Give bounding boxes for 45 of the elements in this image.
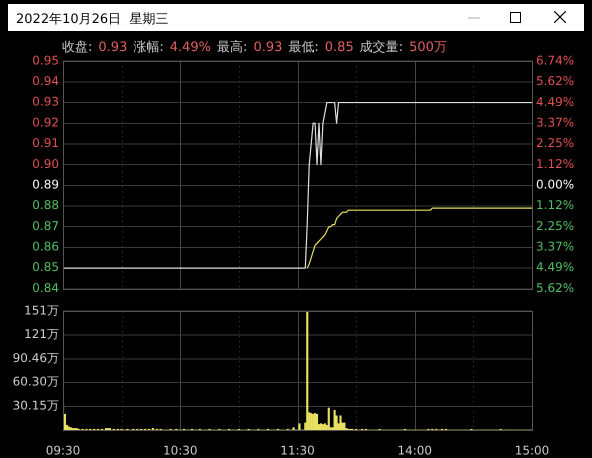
y-tick-label: 121万 <box>24 326 59 341</box>
y2-tick-label: 4.49% <box>536 94 574 109</box>
y-tick-label: 0.91 <box>32 136 59 150</box>
text: 收盘: <box>62 40 92 55</box>
y-tick-label: 0.90 <box>32 156 59 171</box>
y-tick-label: 0.95 <box>32 53 59 68</box>
y2-tick-label: 1.12% <box>536 156 574 171</box>
y2-tick-label: 3.37% <box>536 239 574 254</box>
text: 4.49% <box>170 40 212 55</box>
y-tick-label: 0.84 <box>32 280 59 295</box>
y-tick-label: 0.89 <box>32 177 59 192</box>
text: 500万 <box>409 40 447 55</box>
y2-tick-label: 3.37% <box>536 115 574 130</box>
text: 涨幅: <box>133 40 164 55</box>
y2-tick-label: 4.49% <box>536 260 574 274</box>
x-tick-label: 11:30 <box>280 443 315 458</box>
y2-tick-label: 1.12% <box>536 198 574 212</box>
y2-tick-label: 5.62% <box>536 74 574 88</box>
y-tick-label: 0.88 <box>32 198 59 212</box>
text: 0.85 <box>324 40 354 55</box>
y-tick-label: 0.93 <box>32 94 59 109</box>
y2-tick-label: 0.00% <box>536 177 574 192</box>
y-tick-label: 0.94 <box>32 74 59 88</box>
y-tick-label: 0.85 <box>32 260 59 274</box>
y2-tick-label: 2.25% <box>536 218 574 233</box>
y2-tick-label: 6.74% <box>536 53 574 68</box>
text: 最低: <box>288 40 319 55</box>
y-tick-label: 90.46万 <box>12 350 59 365</box>
x-tick-label: 15:00 <box>514 443 550 458</box>
y-tick-label: 0.86 <box>32 240 59 254</box>
text: 成交量: <box>360 40 404 55</box>
y-tick-label: 0.87 <box>32 218 59 233</box>
y-tick-label: 30.15万 <box>12 398 59 412</box>
chart-title: 2022年10月26日 星期三 <box>16 11 168 28</box>
text: 0.93 <box>98 40 128 55</box>
y-tick-label: 0.92 <box>32 115 59 130</box>
x-tick-label: 14:00 <box>397 443 432 458</box>
x-tick-label: 09:30 <box>46 443 80 458</box>
text: 0.93 <box>253 40 282 55</box>
y-tick-label: 151万 <box>24 303 59 318</box>
text: 最高: <box>217 40 248 55</box>
y2-tick-label: 2.25% <box>536 136 574 150</box>
y-tick-label: 60.30万 <box>12 374 59 389</box>
y2-tick-label: 5.62% <box>536 280 574 295</box>
x-tick-label: 10:30 <box>162 443 198 458</box>
